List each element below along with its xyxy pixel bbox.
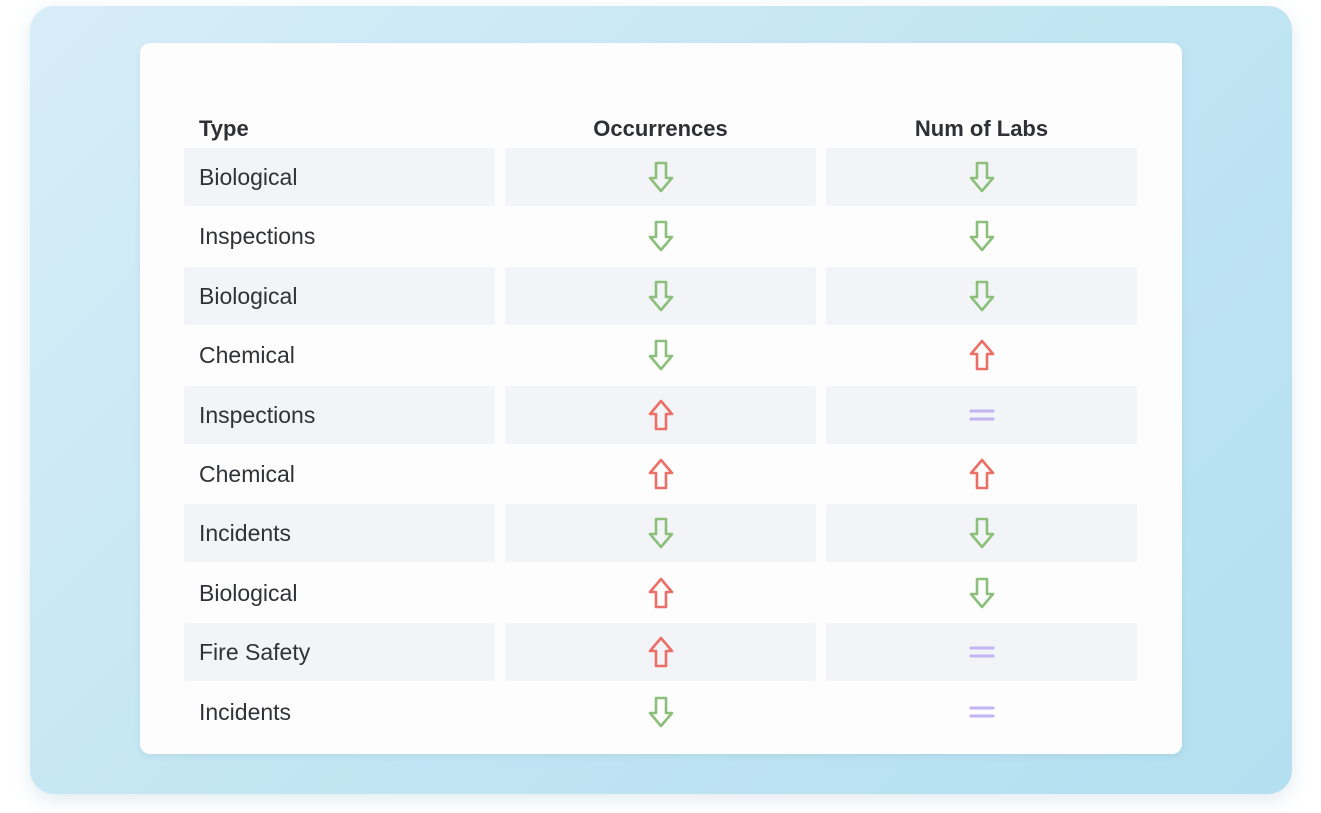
arrow-up-icon <box>647 398 675 432</box>
table-row: Biological <box>184 148 1137 206</box>
type-label: Chemical <box>199 461 295 487</box>
type-label: Fire Safety <box>199 639 311 666</box>
occurrences-cell <box>505 564 816 622</box>
occurrences-cell <box>505 504 816 563</box>
arrow-down-icon <box>647 695 675 729</box>
type-cell: Fire Safety <box>184 623 495 682</box>
arrow-down-icon <box>647 516 675 550</box>
equal-icon <box>968 695 996 729</box>
occurrences-cell <box>505 385 816 444</box>
type-label: Inspections <box>199 401 316 428</box>
num-of-labs-cell <box>826 564 1137 622</box>
table-row: Inspections <box>184 207 1137 265</box>
num-of-labs-cell <box>826 623 1137 682</box>
arrow-up-icon <box>968 457 996 491</box>
arrow-down-icon <box>968 219 996 253</box>
num-of-labs-cell <box>826 504 1137 563</box>
arrow-down-icon <box>968 279 996 313</box>
num-of-labs-cell <box>826 148 1137 206</box>
type-label: Biological <box>199 579 298 606</box>
type-label: Chemical <box>199 342 295 369</box>
arrow-up-icon <box>647 635 675 669</box>
type-cell: Incidents <box>184 683 495 741</box>
equal-icon <box>968 398 996 432</box>
table-row: Incidents <box>184 683 1137 741</box>
arrow-down-icon <box>647 338 675 372</box>
type-label: Incidents <box>199 520 292 547</box>
column-header-occurrences: Occurrences <box>593 116 728 141</box>
table-row: Chemical <box>184 326 1137 384</box>
type-cell: Inspections <box>184 385 495 444</box>
type-label: Inspections <box>199 223 316 250</box>
occurrences-cell <box>505 445 816 503</box>
occurrences-cell <box>505 266 816 325</box>
equal-icon <box>968 635 996 669</box>
table-row: Incidents <box>184 504 1137 563</box>
type-cell: Chemical <box>184 326 495 384</box>
arrow-up-icon <box>968 338 996 372</box>
table-row: Fire Safety <box>184 623 1137 682</box>
num-of-labs-cell <box>826 326 1137 384</box>
type-label: Biological <box>199 282 298 309</box>
arrow-down-icon <box>647 219 675 253</box>
type-cell: Biological <box>184 148 495 206</box>
arrow-up-icon <box>647 457 675 491</box>
occurrences-cell <box>505 623 816 682</box>
arrow-down-icon <box>647 160 675 194</box>
occurrences-cell <box>505 683 816 741</box>
num-of-labs-cell <box>826 445 1137 503</box>
arrow-down-icon <box>647 279 675 313</box>
arrow-down-icon <box>968 516 996 550</box>
column-header-num-of-labs: Num of Labs <box>914 116 1049 141</box>
num-of-labs-cell <box>826 207 1137 265</box>
table-row: Chemical <box>184 445 1137 503</box>
num-of-labs-cell <box>826 385 1137 444</box>
table-row: Biological <box>184 564 1137 622</box>
type-label: Biological <box>199 164 298 190</box>
table-row: Biological <box>184 266 1137 325</box>
type-label: Incidents <box>199 698 292 725</box>
num-of-labs-cell <box>826 683 1137 741</box>
type-cell: Incidents <box>184 504 495 563</box>
occurrences-cell <box>505 207 816 265</box>
occurrences-cell <box>505 148 816 206</box>
occurrences-cell <box>505 326 816 384</box>
arrow-down-icon <box>968 160 996 194</box>
table-row: Inspections <box>184 385 1137 444</box>
type-cell: Inspections <box>184 207 495 265</box>
arrow-up-icon <box>647 576 675 610</box>
num-of-labs-cell <box>826 266 1137 325</box>
type-cell: Biological <box>184 564 495 622</box>
arrow-down-icon <box>968 576 996 610</box>
trend-table-card: Type Occurrences Num of Labs Biological I… <box>140 43 1182 754</box>
type-cell: Biological <box>184 266 495 325</box>
type-cell: Chemical <box>184 445 495 503</box>
column-header-type: Type <box>199 116 249 141</box>
